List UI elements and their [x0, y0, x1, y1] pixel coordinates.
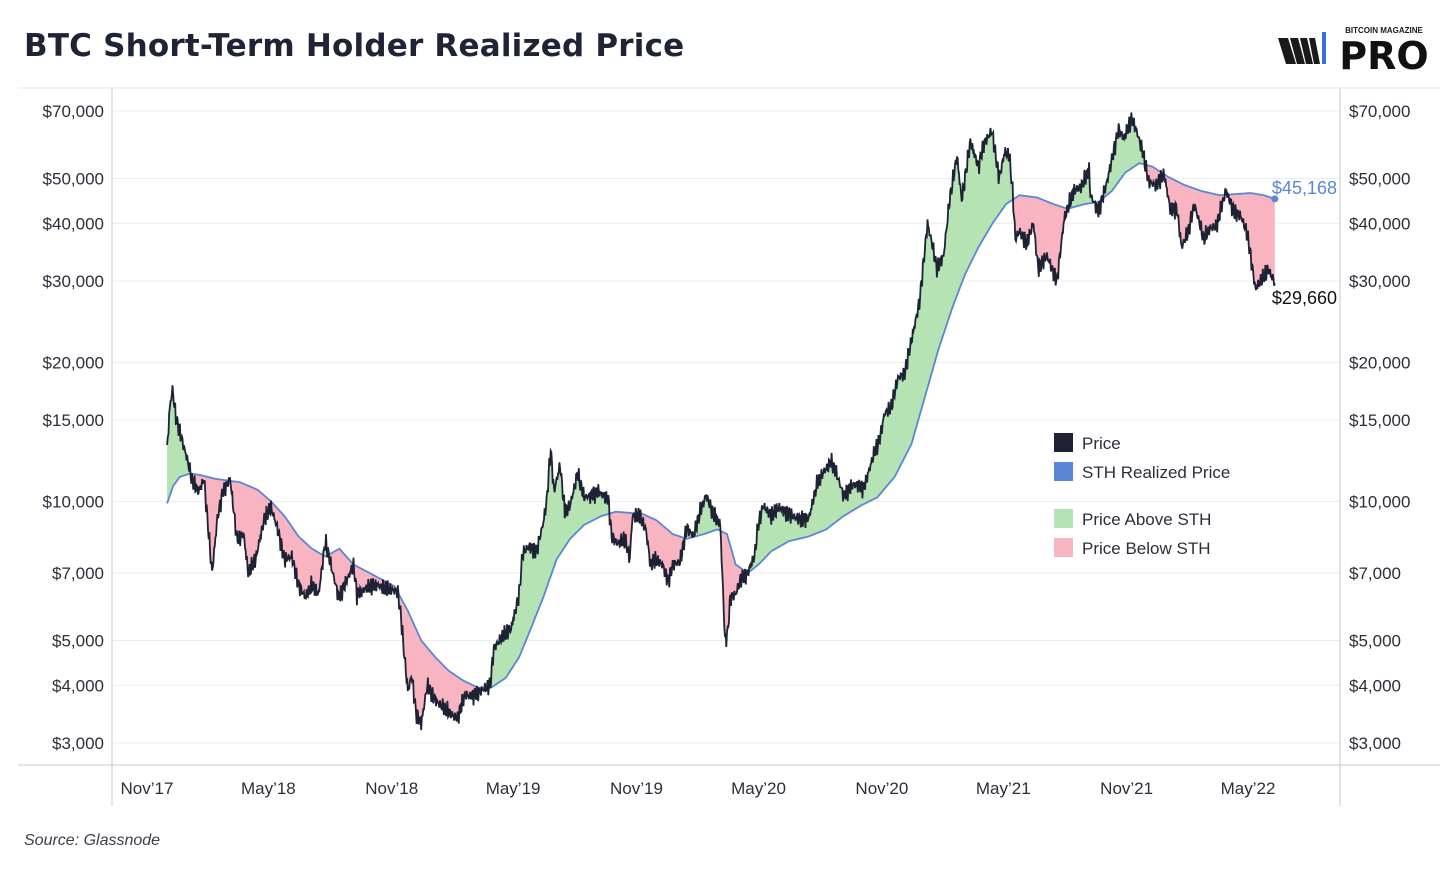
y-tick-label-left: $4,000	[52, 676, 104, 695]
legend-label: Price	[1082, 434, 1121, 453]
x-tick-label: May’20	[731, 779, 786, 798]
area-price-below-sth	[271, 502, 324, 599]
series-price-line	[166, 112, 1276, 731]
area-price-below-sth	[1228, 193, 1275, 291]
y-tick-label-left: $10,000	[43, 492, 104, 511]
y-tick-label-left: $5,000	[52, 632, 104, 651]
x-tick-label: Nov’18	[365, 779, 418, 798]
y-tick-label-right: $15,000	[1349, 411, 1410, 430]
y-tick-label-left: $15,000	[43, 411, 104, 430]
series-sth-realized-price-line	[166, 162, 1276, 689]
y-tick-label-right: $40,000	[1349, 214, 1410, 233]
y-tick-label-right: $10,000	[1349, 492, 1410, 511]
legend-label: STH Realized Price	[1082, 463, 1230, 482]
legend-swatch	[1054, 509, 1073, 528]
sth-end-marker	[1271, 195, 1279, 203]
y-tick-label-right: $4,000	[1349, 676, 1401, 695]
y-tick-label-left: $7,000	[52, 564, 104, 583]
legend-label: Price Below STH	[1082, 539, 1210, 558]
legend: Price STH Realized Price Price Above STH Pr…	[1054, 433, 1230, 558]
area-price-below-sth	[354, 564, 383, 606]
x-tick-label: Nov’20	[855, 779, 908, 798]
x-tick-label: May’21	[976, 779, 1031, 798]
area-price-below-sth	[399, 594, 477, 731]
y-tick-label-left: $70,000	[43, 102, 104, 121]
y-tick-label-right: $20,000	[1349, 353, 1410, 372]
area-price-below-sth	[329, 548, 354, 601]
legend-swatch	[1054, 538, 1073, 557]
legend-label: Price Above STH	[1082, 510, 1211, 529]
y-tick-label-left: $30,000	[43, 272, 104, 291]
x-tick-label: May’19	[486, 779, 541, 798]
y-tick-label-left: $20,000	[43, 353, 104, 372]
legend-swatch	[1054, 433, 1073, 452]
y-axis-left-ticks: $3,000 $4,000 $5,000 $7,000 $10,000 $15,000 $2…	[43, 102, 104, 753]
price-end-value-label: $29,660	[1272, 288, 1337, 308]
x-tick-label: Nov’17	[121, 779, 174, 798]
y-tick-label-right: $30,000	[1349, 272, 1410, 291]
x-tick-label: May’18	[241, 779, 296, 798]
x-tick-label: May’22	[1221, 779, 1276, 798]
area-price-below-sth	[230, 481, 271, 578]
y-axis-right-ticks: $3,000 $4,000 $5,000 $7,000 $10,000 $15,000 $2…	[1349, 102, 1410, 753]
bitcoin-magazine-pro-logo: BITCOIN MAGAZINE PRO	[1278, 26, 1429, 76]
y-tick-label-right: $3,000	[1349, 734, 1401, 753]
gridlines	[112, 110, 1340, 744]
x-tick-label: Nov’19	[610, 779, 663, 798]
chart-title: BTC Short-Term Holder Realized Price	[24, 28, 685, 64]
y-tick-label-right: $70,000	[1349, 102, 1410, 121]
sth-end-value-label: $45,168	[1272, 178, 1337, 198]
logo-mark-icon	[1278, 32, 1326, 64]
area-price-above-sth	[692, 494, 721, 540]
y-tick-label-left: $50,000	[43, 170, 104, 189]
y-tick-label-right: $5,000	[1349, 632, 1401, 651]
logo-top-text: BITCOIN MAGAZINE	[1345, 26, 1423, 35]
area-fills	[167, 112, 1275, 731]
y-tick-label-right: $7,000	[1349, 564, 1401, 583]
area-price-below-sth	[1013, 195, 1067, 286]
area-price-above-sth	[1069, 162, 1096, 214]
area-price-above-sth	[491, 450, 610, 688]
x-axis-ticks: Nov’17 May’18 Nov’18 May’19 Nov’19 May’20 Nov’…	[121, 779, 1276, 798]
area-price-below-sth	[192, 473, 229, 571]
area-price-below-sth	[721, 531, 746, 647]
y-tick-label-left: $3,000	[52, 734, 104, 753]
area-price-above-sth	[167, 385, 191, 504]
area-price-above-sth	[749, 128, 1014, 572]
area-price-above-sth	[1103, 112, 1145, 198]
axes	[18, 87, 1440, 806]
legend-swatch	[1054, 462, 1073, 481]
logo-main-text: PRO	[1339, 34, 1428, 76]
x-tick-label: Nov’21	[1100, 779, 1153, 798]
y-tick-label-left: $40,000	[43, 214, 104, 233]
source-note: Source: Glassnode	[24, 832, 161, 849]
y-tick-label-right: $50,000	[1349, 170, 1410, 189]
